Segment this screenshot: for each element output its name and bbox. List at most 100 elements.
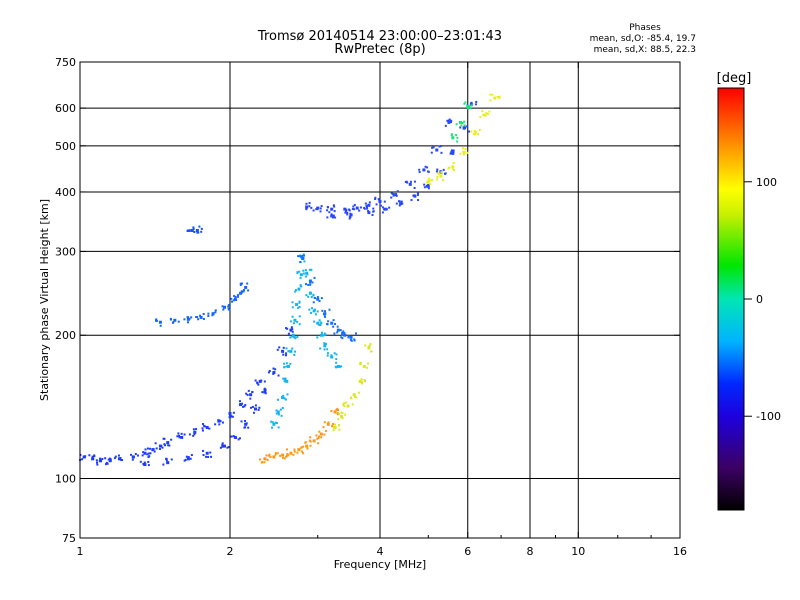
data-point-jitter [361, 380, 364, 383]
data-point-jitter [190, 316, 193, 319]
data-point-jitter [120, 459, 123, 462]
data-point-jitter [236, 295, 239, 298]
data-point-jitter [440, 151, 443, 154]
data-point-jitter [160, 444, 163, 447]
data-point-jitter [334, 423, 337, 426]
data-point-jitter [468, 130, 471, 133]
data-point-jitter [353, 203, 356, 206]
data-point-jitter [332, 429, 335, 432]
data-point-jitter [202, 454, 205, 457]
data-point-jitter [322, 334, 325, 337]
data-point-jitter [282, 377, 285, 380]
data-point-jitter [178, 434, 181, 437]
data-point-jitter [333, 210, 336, 213]
data-point-jitter [307, 283, 310, 286]
data-point-jitter [347, 336, 350, 339]
data-point-jitter [310, 268, 313, 271]
data-point-jitter [343, 332, 346, 335]
data-point-jitter [283, 457, 286, 460]
data-point-jitter [340, 411, 343, 414]
data-point-jitter [341, 331, 344, 334]
data-point-jitter [185, 455, 188, 458]
data-point-jitter [82, 456, 85, 459]
data-point-jitter [152, 448, 155, 451]
data-point-jitter [199, 314, 202, 317]
data-point-jitter [319, 210, 322, 213]
data-point-jitter [410, 199, 413, 202]
data-point-jitter [436, 168, 439, 171]
y-tick-label: 200 [55, 329, 76, 342]
data-point-jitter [299, 276, 302, 279]
data-point-jitter [169, 318, 172, 321]
data-point-jitter [274, 453, 277, 456]
data-point-jitter [319, 207, 322, 210]
data-point [223, 444, 227, 448]
data-point-jitter [101, 457, 104, 460]
data-point-jitter [192, 428, 195, 431]
data-point-jitter [207, 455, 210, 458]
data-point-jitter [146, 447, 149, 450]
phase-stats-o: mean, sd,O: -85.4, 19.7 [590, 34, 696, 44]
data-point-jitter [465, 125, 468, 128]
data-point-jitter [330, 354, 333, 357]
data-point-jitter [113, 457, 116, 460]
data-point-jitter [467, 107, 470, 110]
data-point [223, 305, 227, 309]
data-point-jitter [478, 129, 481, 132]
data-point-jitter [429, 183, 432, 186]
data-point [422, 168, 426, 172]
data-point-jitter [227, 307, 230, 310]
data-point-jitter [316, 336, 319, 339]
data-point-jitter [257, 408, 260, 411]
data-point-jitter [462, 150, 465, 153]
data-point-jitter [330, 213, 333, 216]
data-point-jitter [358, 380, 361, 383]
data-point-jitter [474, 103, 477, 106]
data-point-jitter [496, 95, 499, 98]
data-point-jitter [188, 317, 191, 320]
data-point-jitter [268, 369, 271, 372]
data-point-jitter [263, 380, 266, 383]
data-point [447, 120, 451, 124]
data-point-jitter [479, 115, 482, 118]
data-point-jitter [369, 343, 372, 346]
data-point-jitter [343, 402, 346, 405]
data-point-jitter [345, 210, 348, 213]
data-point-jitter [292, 322, 295, 325]
data-point-jitter [312, 293, 315, 296]
data-point-jitter [332, 319, 335, 322]
data-point-jitter [355, 396, 358, 399]
data-point-jitter [241, 402, 244, 405]
data-point [451, 151, 455, 155]
data-point [330, 355, 334, 359]
data-point-jitter [427, 177, 430, 180]
data-point-jitter [346, 213, 349, 216]
data-point-jitter [293, 353, 296, 356]
data-point-jitter [300, 446, 303, 449]
data-point-jitter [114, 455, 117, 458]
data-point-jitter [350, 397, 353, 400]
data-point [190, 228, 194, 232]
data-point-jitter [205, 455, 208, 458]
data-point-jitter [498, 96, 501, 99]
data-point-jitter [436, 178, 439, 181]
data-point-jitter [240, 290, 243, 293]
data-point-jitter [309, 281, 312, 284]
data-point-jitter [298, 300, 301, 303]
data-point-jitter [318, 435, 321, 438]
data-point-jitter [222, 308, 225, 311]
data-point-jitter [247, 289, 250, 292]
data-point-jitter [334, 365, 337, 368]
data-point-jitter [326, 216, 329, 219]
data-point-jitter [296, 336, 299, 339]
data-point-jitter [235, 299, 238, 302]
data-point-jitter [456, 140, 459, 143]
data-point-jitter [302, 253, 305, 256]
data-point-jitter [298, 270, 301, 273]
data-point-jitter [409, 180, 412, 183]
data-point-jitter [305, 283, 308, 286]
data-point-jitter [203, 424, 206, 427]
data-point-jitter [432, 146, 435, 149]
data-point-jitter [277, 413, 280, 416]
data-point-jitter [417, 199, 420, 202]
